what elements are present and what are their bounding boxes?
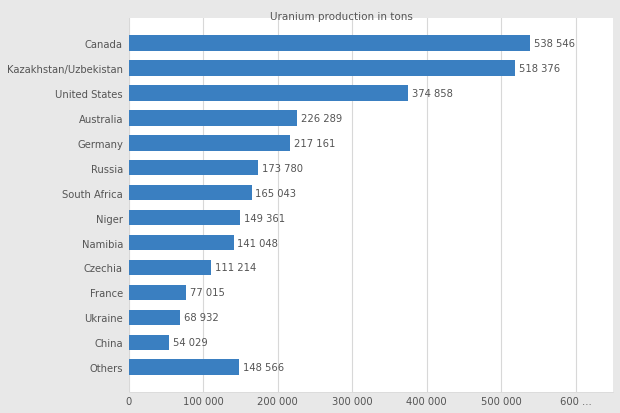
Bar <box>128 185 252 201</box>
Bar <box>128 61 515 76</box>
Text: 374 858: 374 858 <box>412 89 453 99</box>
Text: 54 029: 54 029 <box>172 337 207 347</box>
Bar <box>128 210 240 226</box>
Bar <box>128 360 239 375</box>
Bar <box>128 86 408 102</box>
Bar <box>128 335 169 350</box>
Text: 77 015: 77 015 <box>190 288 224 298</box>
Text: 226 289: 226 289 <box>301 114 342 123</box>
Text: Uranium production in tons: Uranium production in tons <box>270 12 412 22</box>
Bar <box>128 36 530 52</box>
Text: 111 214: 111 214 <box>215 263 257 273</box>
Text: 68 932: 68 932 <box>184 313 218 323</box>
Bar <box>128 285 186 300</box>
Text: 149 361: 149 361 <box>244 213 285 223</box>
Text: 165 043: 165 043 <box>255 188 296 198</box>
Text: 217 161: 217 161 <box>294 138 335 148</box>
Text: 518 376: 518 376 <box>519 64 560 74</box>
Bar <box>128 310 180 325</box>
Bar <box>128 235 234 251</box>
Bar <box>128 161 258 176</box>
Text: 173 780: 173 780 <box>262 163 303 173</box>
Bar <box>128 136 290 151</box>
Text: 141 048: 141 048 <box>237 238 278 248</box>
Bar <box>128 260 211 275</box>
Text: 148 566: 148 566 <box>243 362 284 372</box>
Text: 538 546: 538 546 <box>534 39 575 49</box>
Bar <box>128 111 297 126</box>
